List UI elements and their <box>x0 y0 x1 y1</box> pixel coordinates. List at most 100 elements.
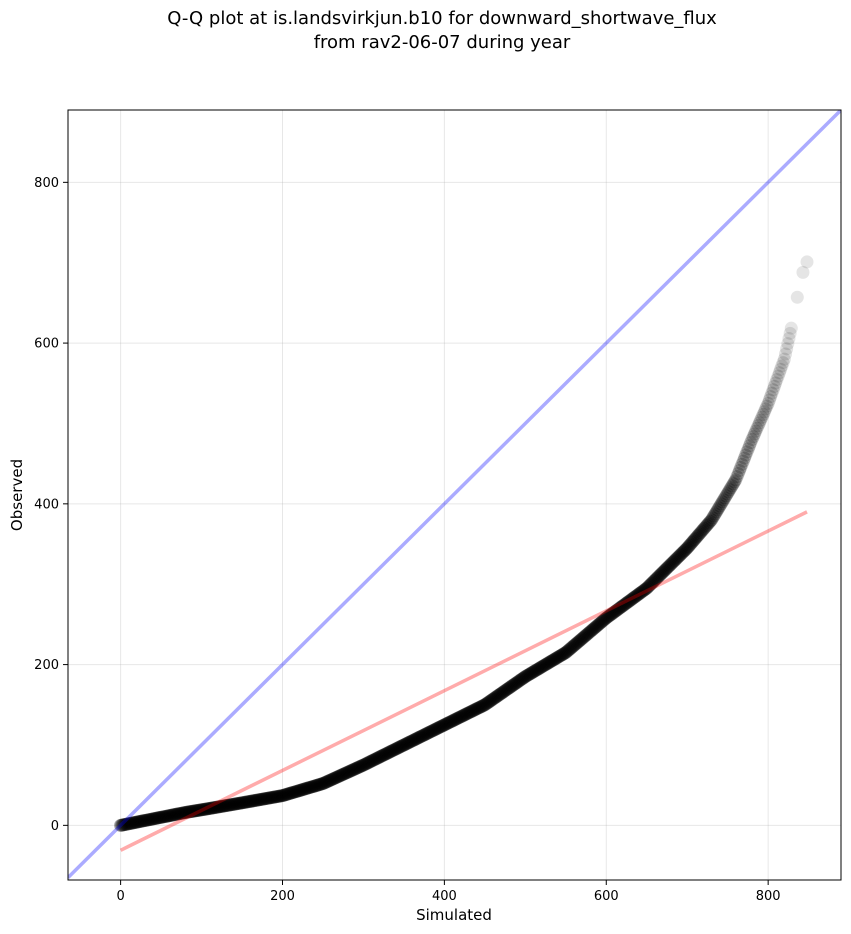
qq-point <box>510 676 524 690</box>
qq-point <box>475 699 489 713</box>
qq-point <box>152 811 166 825</box>
qq-point <box>653 568 667 582</box>
qq-point <box>635 585 649 599</box>
fit-line <box>119 510 808 852</box>
qq-point <box>777 352 791 366</box>
qq-point <box>755 410 769 424</box>
qq-point <box>506 678 520 692</box>
qq-point <box>781 337 795 351</box>
qq-point <box>439 717 453 731</box>
qq-point <box>451 711 465 725</box>
qq-point <box>737 451 751 465</box>
qq-point <box>212 800 226 814</box>
qq-point <box>764 390 778 404</box>
qq-point <box>321 774 335 788</box>
qq-point <box>229 797 243 811</box>
qq-point <box>679 542 693 556</box>
qq-point <box>747 427 761 441</box>
qq-point <box>561 643 575 657</box>
qq-point <box>746 430 760 444</box>
qq-point <box>642 579 656 593</box>
qq-point <box>289 785 303 799</box>
qq-point <box>707 509 721 523</box>
qq-point <box>435 719 449 733</box>
qq-point <box>706 511 720 525</box>
qq-point <box>310 778 324 792</box>
qq-point <box>394 739 408 753</box>
qq-point <box>559 646 573 660</box>
qq-point <box>772 366 786 380</box>
qq-point <box>342 765 356 779</box>
qq-point <box>300 781 314 795</box>
qq-point <box>160 809 174 823</box>
qq-point <box>348 762 362 776</box>
qq-point <box>474 700 488 714</box>
qq-point <box>724 481 738 495</box>
qq-point <box>392 740 406 754</box>
qq-point <box>698 520 712 534</box>
qq-point <box>424 725 438 739</box>
qq-point <box>639 582 653 596</box>
qq-point <box>543 655 557 669</box>
qq-point <box>556 647 570 661</box>
qq-point <box>210 800 224 814</box>
qq-point <box>269 790 283 804</box>
qq-point <box>120 817 134 831</box>
qq-point <box>148 812 162 826</box>
qq-point <box>464 704 478 718</box>
qq-point <box>301 781 315 795</box>
qq-point <box>315 777 329 791</box>
qq-point <box>558 646 572 660</box>
qq-point <box>723 483 737 497</box>
qq-point <box>580 628 594 642</box>
qq-point <box>742 439 756 453</box>
qq-point <box>273 789 287 803</box>
qq-point <box>690 530 704 544</box>
qq-point <box>283 786 297 800</box>
qq-point <box>571 635 585 649</box>
qq-point <box>304 780 318 794</box>
qq-point <box>356 758 370 772</box>
qq-point <box>247 794 261 808</box>
qq-point <box>479 697 493 711</box>
qq-point <box>509 676 523 690</box>
qq-point <box>602 609 616 623</box>
qq-point <box>209 800 223 814</box>
qq-point <box>171 807 185 821</box>
qq-point <box>133 814 147 828</box>
qq-point <box>604 607 618 621</box>
qq-point <box>575 632 589 646</box>
qq-point <box>641 580 655 594</box>
qq-point <box>614 600 628 614</box>
qq-point <box>291 784 305 798</box>
qq-point <box>380 746 394 760</box>
qq-point <box>236 796 250 810</box>
qq-point <box>180 805 194 819</box>
qq-point <box>256 792 270 806</box>
qq-point <box>203 801 217 815</box>
qq-point <box>664 557 678 571</box>
qq-point <box>790 290 804 304</box>
qq-point <box>331 770 345 784</box>
qq-point <box>284 786 298 800</box>
qq-point <box>771 369 785 383</box>
qq-point <box>375 749 389 763</box>
qq-point <box>609 604 623 618</box>
qq-point <box>684 537 698 551</box>
qq-point <box>240 795 254 809</box>
qq-point <box>318 775 332 789</box>
qq-point <box>393 740 407 754</box>
qq-point <box>603 608 617 622</box>
qq-point <box>524 666 538 680</box>
qq-point <box>621 595 635 609</box>
qq-point <box>598 612 612 626</box>
qq-point <box>709 505 723 519</box>
qq-point <box>581 627 595 641</box>
qq-point <box>490 689 504 703</box>
qq-point <box>176 806 190 820</box>
qq-point <box>615 599 629 613</box>
qq-point <box>677 545 691 559</box>
qq-point <box>672 550 686 564</box>
qq-point <box>421 726 435 740</box>
qq-point <box>447 713 461 727</box>
